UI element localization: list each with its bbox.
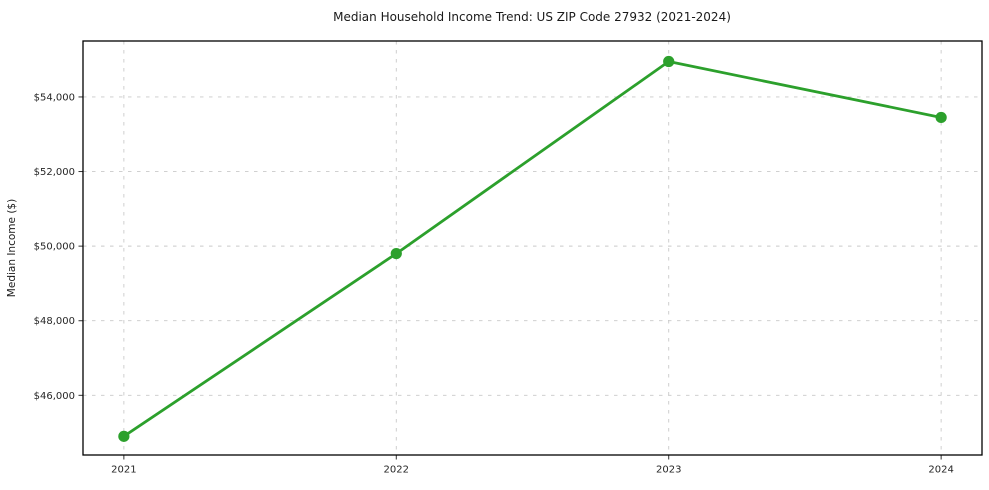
x-tick-label: 2022 xyxy=(384,465,409,476)
series-layer xyxy=(118,55,947,442)
y-axis-label: Median Income ($) xyxy=(6,199,18,297)
x-tick-label: 2021 xyxy=(111,465,136,476)
y-tick-label: $54,000 xyxy=(34,92,75,103)
y-tick-label: $46,000 xyxy=(34,391,75,402)
data-point xyxy=(663,55,675,68)
data-point xyxy=(118,430,130,442)
plot-border xyxy=(82,40,983,456)
x-tick-label: 2023 xyxy=(656,465,681,476)
y-tick-label: $52,000 xyxy=(34,167,75,178)
x-tick-label: 2024 xyxy=(928,465,953,476)
y-tick-label: $48,000 xyxy=(34,316,75,327)
y-tick-label: $50,000 xyxy=(34,242,75,253)
chart-title: Median Household Income Trend: US ZIP Co… xyxy=(333,10,731,24)
data-line xyxy=(122,60,943,438)
data-point xyxy=(390,247,402,260)
axis-layer: $46,000 $48,000 $50,000 $52,000 $54,000 2021 2… xyxy=(34,40,983,476)
grid-layer xyxy=(83,41,982,455)
data-point xyxy=(935,111,947,124)
